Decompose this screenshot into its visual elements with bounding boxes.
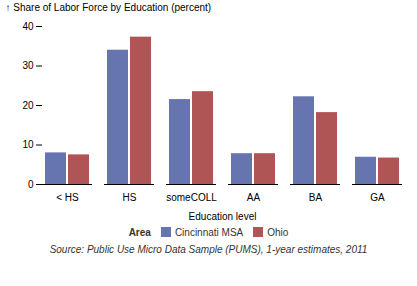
svg-text:↑ Share of Labor Force by Educ: ↑ Share of Labor Force by Education (per… bbox=[6, 2, 212, 13]
html-text:Cincinnati MSA: Cincinnati MSA bbox=[174, 226, 244, 238]
svg-text:AA: AA bbox=[247, 192, 261, 203]
svg-text:< HS: < HS bbox=[56, 192, 79, 203]
svg-text:10: 10 bbox=[22, 139, 34, 150]
svg-text:40: 40 bbox=[22, 21, 34, 32]
svg-text:30: 30 bbox=[22, 60, 34, 71]
html-text:Ohio: Ohio bbox=[267, 226, 289, 238]
svg-text:someCOLL: someCOLL bbox=[166, 192, 217, 203]
svg-text:GA: GA bbox=[370, 192, 385, 203]
html-text:Source: Public Use Micro Data: Source: Public Use Micro Data Sample (PU… bbox=[49, 244, 368, 255]
svg-text:BA: BA bbox=[309, 192, 323, 203]
html-text:Area: Area bbox=[128, 226, 151, 238]
svg-text:0: 0 bbox=[28, 179, 34, 190]
svg-text:20: 20 bbox=[22, 100, 34, 111]
svg-text:HS: HS bbox=[123, 192, 137, 203]
svg-text:Education level: Education level bbox=[189, 211, 257, 222]
